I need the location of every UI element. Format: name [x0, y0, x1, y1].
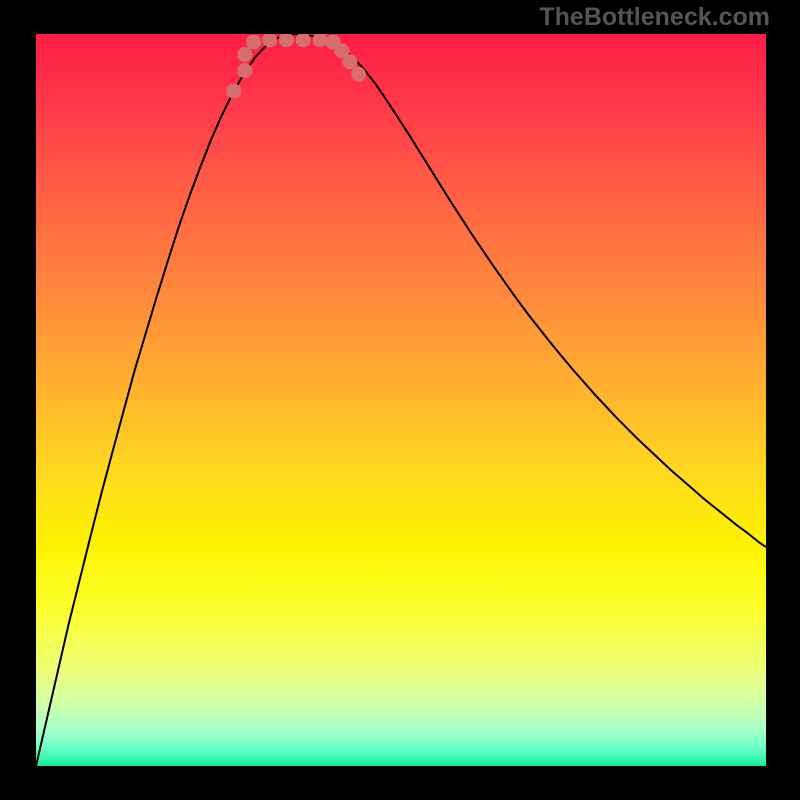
- curve-bottom-dotted-overlay: [36, 34, 766, 766]
- plot-area: [36, 34, 766, 766]
- chart-figure: { "figure": { "width_px": 800, "height_p…: [0, 0, 800, 800]
- watermark-text: TheBottleneck.com: [539, 3, 770, 32]
